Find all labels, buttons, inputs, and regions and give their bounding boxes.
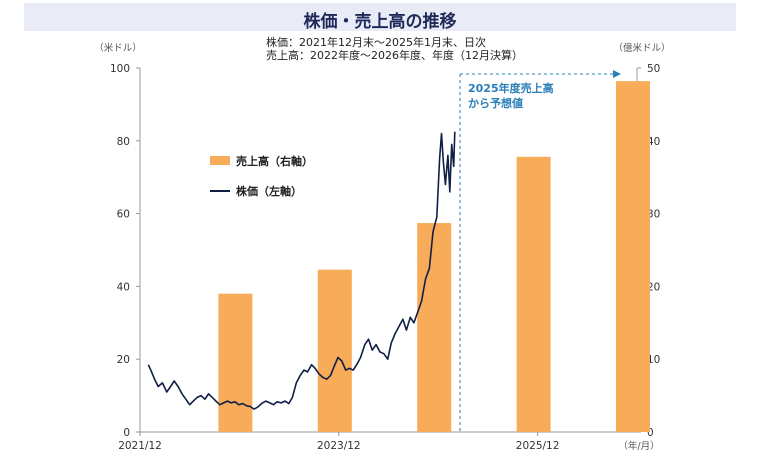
left-tick-label: 0 [123,427,130,439]
subtitle-line-1: 株価：2021年12月末～2025年1月末、日次 [266,36,486,49]
right-tick-label: 30 [647,209,660,221]
revenue-bar [417,223,452,432]
forecast-annotation-text: 2025年度売上高 [468,81,554,95]
left-tick-label: 100 [110,63,130,75]
right-unit-label: （億米ドル） [613,42,670,54]
revenue-bar [317,269,352,432]
left-unit-label: （米ドル） [94,42,142,54]
line-group [147,131,456,410]
right-tick-label: 20 [647,281,660,293]
stock-price-line [147,131,456,410]
title-bar: 株価・売上高の推移 [24,3,736,32]
chart-title: 株価・売上高の推移 [303,12,457,32]
revenue-bar [516,156,551,433]
left-tick-label: 60 [117,209,130,221]
left-tick-label: 80 [117,136,130,148]
forecast-annotation-text: から予想値 [468,96,523,110]
bars-group [218,81,650,433]
x-tick-label: 2025/12 [516,440,560,452]
subtitle-line-2: 売上高：2022年度～2026年度、年度（12月決算） [266,49,523,62]
right-tick-label: 0 [647,427,654,439]
x-unit-label: （年/月） [618,440,659,452]
legend-label-revenue: 売上高（右軸） [236,154,313,168]
revenue-bar [616,81,650,432]
right-tick-label: 10 [647,354,660,366]
revenue-bar [218,293,253,432]
chart-subtitle: 株価：2021年12月末～2025年1月末、日次 売上高：2022年度～2026… [266,36,523,62]
left-tick-label: 40 [117,281,130,293]
x-tick-label: 2021/12 [118,440,162,452]
legend-group: 売上高（右軸） 株価（左軸） [210,154,313,198]
right-tick-label: 40 [647,136,660,148]
right-tick-label: 50 [647,63,660,75]
legend-label-price: 株価（左軸） [236,184,302,198]
legend-swatch-revenue [210,156,230,165]
x-tick-label: 2023/12 [317,440,361,452]
left-tick-label: 20 [117,354,130,366]
